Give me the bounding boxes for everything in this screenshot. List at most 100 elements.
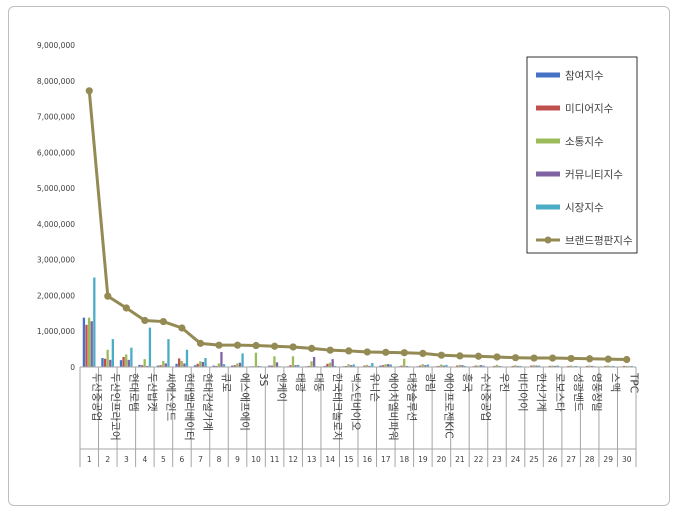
- bar: [482, 365, 485, 367]
- rank-label: 5: [161, 455, 166, 464]
- rank-label: 21: [455, 455, 465, 464]
- bar: [588, 365, 591, 367]
- bar: [622, 365, 626, 367]
- bar: [185, 349, 189, 367]
- rank-label: 20: [437, 455, 447, 464]
- bar: [103, 358, 107, 367]
- bar: [222, 364, 226, 367]
- bar: [479, 365, 483, 367]
- bar: [119, 360, 123, 367]
- rank-label: 8: [217, 455, 222, 464]
- rank-label: 28: [585, 455, 595, 464]
- bar: [111, 339, 114, 367]
- line-point: [271, 342, 279, 350]
- bar: [331, 359, 334, 367]
- bar: [344, 365, 348, 367]
- bar: [384, 364, 387, 367]
- chart: 0 1,000,000 2,000,000 3,000,000 4,000,000 5,0…: [37, 41, 640, 467]
- rank-label: 13: [307, 455, 317, 464]
- line-point: [530, 354, 538, 362]
- rank-label: 3: [124, 455, 129, 464]
- bar: [289, 365, 292, 367]
- line-point: [326, 346, 334, 354]
- category-label: 우진: [498, 373, 510, 392]
- bar: [312, 356, 316, 367]
- bar: [193, 365, 197, 367]
- bar: [368, 365, 371, 367]
- legend-label: 시장지수: [565, 202, 604, 214]
- legend-swatch: [536, 105, 560, 111]
- line-point: [363, 348, 371, 356]
- category-label: 태광: [294, 373, 306, 393]
- bar: [159, 365, 162, 367]
- line-point: [400, 349, 408, 357]
- category-label: 한국테크놀로지: [331, 373, 343, 441]
- bar: [143, 359, 146, 367]
- bar: [495, 364, 498, 367]
- bar: [405, 365, 408, 367]
- bar: [167, 339, 170, 367]
- line-point: [122, 304, 130, 312]
- bar: [556, 365, 559, 367]
- bar: [590, 365, 594, 367]
- rank-label: 17: [381, 455, 391, 464]
- bar: [196, 363, 199, 367]
- bar: [268, 365, 271, 367]
- category-label: 두산중공업: [90, 373, 103, 421]
- bar: [82, 317, 86, 367]
- bar: [175, 363, 178, 367]
- line-series: [85, 87, 631, 364]
- bar: [156, 365, 160, 367]
- category-label: 두산밥캣: [146, 373, 158, 412]
- category-label: 비디아이: [517, 373, 529, 412]
- bar: [535, 365, 538, 367]
- category-label: 로보스타: [554, 373, 566, 412]
- category-label: 현대로템: [127, 373, 139, 412]
- bar: [294, 365, 297, 367]
- category-label: 엔케이: [276, 373, 288, 402]
- rank-label: 23: [492, 455, 502, 464]
- legend-swatch: [536, 204, 560, 210]
- bar: [551, 365, 554, 367]
- bar: [275, 362, 279, 367]
- bar: [575, 365, 578, 367]
- line-point: [493, 353, 501, 361]
- bar: [162, 360, 165, 367]
- category-label: TPC: [628, 372, 640, 393]
- line-point: [586, 355, 594, 363]
- bar-series: [82, 277, 633, 368]
- legend-label: 브랜드평판지수: [565, 235, 633, 247]
- bar: [604, 365, 607, 367]
- line-point: [604, 355, 612, 363]
- bar: [498, 365, 501, 367]
- rank-label: 14: [325, 455, 335, 464]
- y-tick-label: 1,000,000: [37, 327, 75, 336]
- bar: [164, 363, 167, 367]
- rank-label: 1: [87, 455, 92, 464]
- bar: [625, 365, 628, 367]
- line-point: [141, 316, 149, 325]
- bar: [537, 365, 541, 367]
- category-label: 유니슨: [368, 373, 380, 402]
- bar: [273, 356, 276, 367]
- rank-label: 30: [622, 455, 632, 464]
- bar: [381, 365, 385, 367]
- legend-label: 미디어지수: [565, 103, 614, 115]
- line-point: [104, 292, 112, 300]
- rank-label: 11: [270, 455, 280, 464]
- line-point: [196, 339, 205, 347]
- rank-label: 6: [180, 455, 185, 464]
- bar: [106, 349, 109, 367]
- bar: [365, 364, 369, 367]
- line-point: [289, 343, 297, 351]
- bar: [307, 365, 311, 367]
- bar: [350, 365, 353, 367]
- bar: [612, 365, 615, 367]
- rank-label: 18: [400, 455, 410, 464]
- category-label: 에이치엘비파워: [387, 373, 400, 441]
- legend-label: 소통지수: [565, 136, 604, 148]
- bar: [440, 364, 443, 367]
- rank-label: 24: [511, 455, 521, 464]
- rank-label: 9: [235, 455, 240, 464]
- category-label: 현대엘리베이터: [183, 373, 196, 441]
